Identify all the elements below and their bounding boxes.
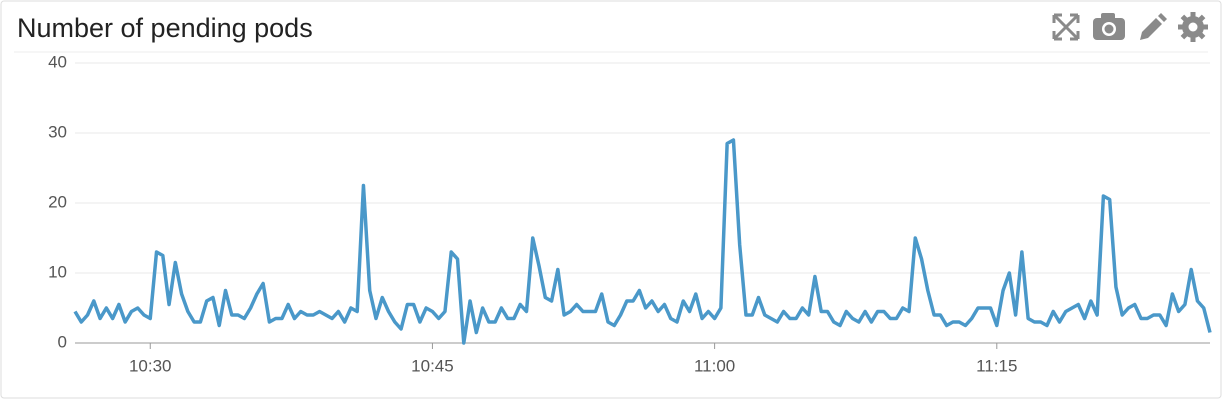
toolbar bbox=[1052, 12, 1208, 42]
expand-icon[interactable] bbox=[1052, 13, 1080, 41]
x-tick-label: 11:00 bbox=[694, 356, 735, 375]
plot: 0 10 20 30 40 10:30 10:45 11:00 11:15 bbox=[48, 52, 1212, 375]
y-tick-label: 40 bbox=[48, 52, 67, 71]
settings-icon[interactable] bbox=[1178, 12, 1208, 42]
y-tick-label: 10 bbox=[48, 262, 67, 281]
x-tick-label: 10:45 bbox=[411, 356, 454, 375]
x-tick-label: 11:15 bbox=[976, 356, 1017, 375]
edit-icon[interactable] bbox=[1140, 13, 1167, 40]
x-tick-label: 10:30 bbox=[129, 356, 172, 375]
data-line bbox=[73, 138, 1212, 345]
y-tick-label: 20 bbox=[48, 192, 67, 211]
widget-title: Number of pending pods bbox=[17, 13, 313, 43]
y-tick-label: 0 bbox=[58, 332, 67, 351]
y-tick-label: 30 bbox=[48, 122, 67, 141]
camera-icon[interactable] bbox=[1093, 13, 1125, 40]
